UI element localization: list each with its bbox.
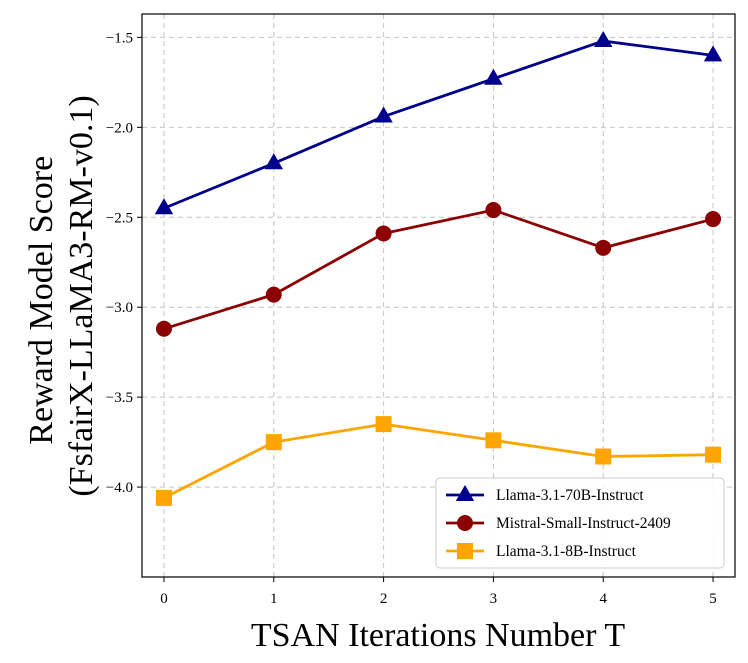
data-point-triangle: [264, 153, 283, 170]
x-tick-label: 3: [490, 591, 498, 607]
legend-items: Llama-3.1-70B-Instruct Mistral-Small-Inst…: [446, 485, 671, 560]
tick-layer: 0 1 2 3 4 5 −1.5 −2.0 −2.5 −3.0 −3.5 −4.0: [106, 30, 717, 607]
data-point-triangle: [703, 45, 723, 62]
series-circle-group: [155, 202, 722, 337]
legend-label: Llama-3.1-70B-Instruct: [496, 487, 644, 504]
data-point-circle: [705, 211, 722, 228]
y-axis-title-line-2: (FsfairX-LLaMA3-RM-v0.1): [63, 95, 100, 496]
series-square-group: [155, 416, 722, 506]
series-line: [163, 39, 714, 210]
series-line: [163, 208, 714, 331]
x-tick-label: 4: [599, 591, 607, 607]
legend: Llama-3.1-70B-Instruct Mistral-Small-Inst…: [435, 477, 725, 569]
legend-label: Llama-3.1-8B-Instruct: [496, 543, 637, 560]
data-point-circle: [595, 239, 612, 256]
data-point-circle: [375, 225, 392, 242]
data-point-square: [485, 432, 502, 449]
plot-frame: [141, 13, 736, 578]
data-point-square: [595, 448, 612, 465]
x-tick-label: 5: [709, 591, 717, 607]
data-point-circle: [485, 202, 502, 219]
legend-box: [435, 477, 725, 569]
legend-marker-circle: [457, 515, 473, 531]
y-tick-label: −3.5: [106, 390, 133, 406]
legend-marker-triangle: [455, 485, 475, 501]
data-point-triangle: [484, 68, 503, 85]
y-tick-label: −2.0: [106, 120, 133, 136]
data-point-triangle: [154, 198, 174, 215]
data-point-circle: [265, 286, 282, 303]
y-axis-title: Reward Model Score (FsfairX-LLaMA3-RM-v0…: [23, 95, 100, 496]
y-tick-label: −3.0: [106, 300, 133, 316]
data-point-square: [705, 446, 722, 463]
data-point-triangle: [594, 30, 613, 47]
data-point-triangle: [374, 106, 393, 123]
y-tick-label: −1.5: [106, 30, 133, 46]
x-tick-label: 2: [380, 591, 388, 607]
x-tick-label: 1: [270, 591, 278, 607]
data-point-square: [265, 434, 282, 451]
y-tick-label: −4.0: [106, 480, 133, 496]
y-axis-title-line-1: Reward Model Score: [23, 156, 60, 445]
data-point-square: [155, 489, 172, 506]
data-point-square: [375, 416, 392, 433]
data-point-circle: [155, 320, 172, 337]
series-triangle-group: [154, 30, 723, 215]
x-axis-title: TSAN Iterations Number T: [251, 617, 625, 654]
y-tick-label: −2.5: [106, 210, 133, 226]
legend-label: Mistral-Small-Instruct-2409: [496, 515, 671, 532]
series-line: [163, 422, 714, 500]
x-tick-label: 0: [160, 591, 168, 607]
legend-marker-square: [457, 543, 473, 559]
series-layer: [154, 30, 723, 506]
